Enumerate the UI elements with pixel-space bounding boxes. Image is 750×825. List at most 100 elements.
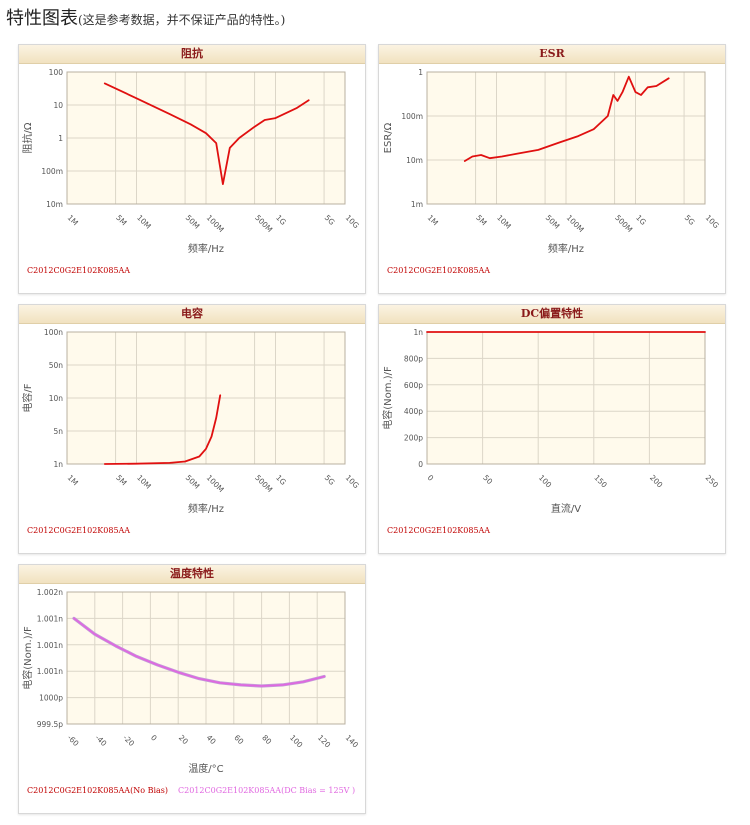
series-line-1 xyxy=(103,394,222,465)
page-title: 特性图表(这是参考数据，并不保证产品的特性。) xyxy=(6,4,285,30)
series-line-2 xyxy=(73,617,326,687)
y-tick-label: 1 xyxy=(58,134,63,143)
part-number-label: C2012C0G2E102K085AA xyxy=(387,266,491,275)
x-axis-label: 频率/Hz xyxy=(188,242,224,255)
y-tick-label: 10 xyxy=(53,101,63,110)
x-tick-label: 10G xyxy=(704,213,721,230)
y-tick-label: 1m xyxy=(411,200,423,209)
y-axis-label: 阻抗/Ω xyxy=(21,122,34,153)
x-tick-label: 1M xyxy=(66,213,80,227)
dc-bias-chart-panel: DC偏置特性 0 50 100 150 200 250 1n 800p 600p 400p 200p… xyxy=(378,304,726,554)
y-tick-label: 200p xyxy=(404,434,423,443)
x-tick-label: 200 xyxy=(648,473,665,490)
x-tick-label: 500M xyxy=(253,213,274,234)
x-tick-label: 50M xyxy=(184,213,202,231)
y-axis-label: 电容/F xyxy=(21,383,34,412)
y-tick-label: 1n xyxy=(53,460,63,469)
x-tick-label: 100M xyxy=(205,213,226,234)
x-tick-label: 0 xyxy=(149,733,159,743)
x-tick-label: 60 xyxy=(232,733,245,746)
plot-border xyxy=(66,591,346,725)
x-tick-label: 150 xyxy=(592,473,609,490)
part-number-label: C2012C0G2E102K085AA xyxy=(27,526,131,535)
series-line-1 xyxy=(103,82,310,185)
x-tick-label: 20 xyxy=(177,733,190,746)
y-tick-label: 1n xyxy=(413,328,423,337)
x-tick-label: 10G xyxy=(344,213,361,230)
y-tick-label: 10n xyxy=(49,394,64,403)
y-tick-label: 1.001n xyxy=(37,667,63,676)
x-tick-label: 50 xyxy=(481,473,494,486)
y-tick-label: 1.001n xyxy=(37,614,63,623)
page-subtitle: (这是参考数据，并不保证产品的特性。) xyxy=(78,13,286,27)
y-tick-label: 50n xyxy=(49,361,64,370)
panel-title: 阻抗 xyxy=(19,45,365,64)
legend-dc-bias: C2012C0G2E102K085AA(DC Bias = 125V ) xyxy=(178,786,356,795)
x-tick-label: 10M xyxy=(495,213,513,231)
x-tick-label: 140 xyxy=(344,733,361,750)
y-tick-label: 1000p xyxy=(39,694,63,703)
x-tick-label: 5M xyxy=(114,473,128,487)
y-tick-label: 5n xyxy=(53,427,63,436)
legend-no-bias: C2012C0G2E102K085AA(No Bias) xyxy=(27,786,168,795)
y-tick-label: 999.5p xyxy=(37,720,63,729)
temperature-chart: -60 -40 -20 0 20 40 60 80 100 120 140 1.002n 1.001n 1… xyxy=(21,588,361,775)
x-tick-label: 1G xyxy=(274,473,288,487)
x-tick-label: 5G xyxy=(323,473,337,487)
x-tick-label: 50M xyxy=(544,213,562,231)
y-tick-label: 400p xyxy=(404,407,423,416)
dc-bias-chart: 0 50 100 150 200 250 1n 800p 600p 400p 200p 0 直流/V 电容… xyxy=(381,328,721,515)
x-tick-label: 80 xyxy=(260,733,273,746)
x-tick-label: 100M xyxy=(565,213,586,234)
series-line-1 xyxy=(463,75,670,162)
x-tick-label: 500M xyxy=(253,473,274,494)
y-tick-label: 10m xyxy=(46,200,63,209)
y-tick-label: 0 xyxy=(418,460,423,469)
impedance-chart: 1M 5M 10M 50M 100M 500M 1G 5G 10G 100 10 1 100m 10m 频率… xyxy=(21,68,361,255)
x-tick-label: 5M xyxy=(114,213,128,227)
y-tick-label: 100n xyxy=(44,328,63,337)
x-tick-label: 10G xyxy=(344,473,361,490)
x-tick-label: 50M xyxy=(184,473,202,491)
plot-border xyxy=(66,331,346,465)
x-tick-label: 100 xyxy=(537,473,554,490)
x-tick-label: 1M xyxy=(426,213,440,227)
x-tick-label: 1G xyxy=(274,213,288,227)
panel-title: DC偏置特性 xyxy=(379,305,725,324)
x-tick-label: 1G xyxy=(634,213,648,227)
y-tick-label: 100m xyxy=(401,112,423,121)
x-tick-label: 40 xyxy=(205,733,218,746)
x-axis-label: 温度/°C xyxy=(188,762,223,775)
y-tick-label: 1.002n xyxy=(37,588,63,597)
x-tick-label: 5M xyxy=(474,213,488,227)
y-tick-label: 10m xyxy=(406,156,423,165)
capacitance-chart: 1M 5M 10M 50M 100M 500M 1G 5G 10G 100n 50n 10n 5n 1n 频… xyxy=(21,328,361,515)
panel-title: ESR xyxy=(379,45,725,64)
temperature-chart-panel: 温度特性 -60 -40 -20 0 20 40 60 80 100 120 140 1.002n 1.… xyxy=(18,564,366,814)
y-axis-label: 电容(Nom.)/F xyxy=(21,626,34,690)
part-number-label: C2012C0G2E102K085AA xyxy=(27,266,131,275)
capacitance-chart-panel: 电容 1M 5M 10M 50M 100M 500M 1G 5G 10G 100n 50n 10n 5n… xyxy=(18,304,366,554)
esr-chart: 1M 5M 10M 50M 100M 500M 1G 5G 10G 1 100m 10m 1m 频率/Hz… xyxy=(383,68,721,255)
page-title-main: 特性图表 xyxy=(6,8,78,29)
x-axis-label: 频率/Hz xyxy=(188,502,224,515)
y-tick-label: 800p xyxy=(404,354,423,363)
y-tick-label: 100 xyxy=(49,68,64,77)
x-tick-label: 10M xyxy=(135,213,153,231)
x-tick-label: -20 xyxy=(121,733,136,748)
y-tick-label: 1.001n xyxy=(37,641,63,650)
esr-chart-panel: ESR 1M 5M 10M 50M 100M 500M 1G 5G 10G 1 100m 10m 1m 频… xyxy=(378,44,726,294)
x-tick-label: 1M xyxy=(66,473,80,487)
y-axis-label: 电容(Nom.)/F xyxy=(381,366,394,430)
x-axis-label: 频率/Hz xyxy=(548,242,584,255)
impedance-chart-panel: 阻抗 1M 5M 10M 50M 100M 500M 1G 5G 10G 100 10 1 100m 10… xyxy=(18,44,366,294)
y-axis-label: ESR/Ω xyxy=(383,122,394,153)
x-tick-label: 5G xyxy=(683,213,697,227)
x-tick-label: 250 xyxy=(704,473,721,490)
legend-entries: C2012C0G2E102K085AA(No Bias) C2012C0G2E10… xyxy=(27,786,355,795)
panel-title: 电容 xyxy=(19,305,365,324)
x-axis-label: 直流/V xyxy=(551,502,581,515)
y-tick-label: 1 xyxy=(418,68,423,77)
x-tick-label: 120 xyxy=(316,733,333,750)
x-tick-label: 100 xyxy=(288,733,305,750)
